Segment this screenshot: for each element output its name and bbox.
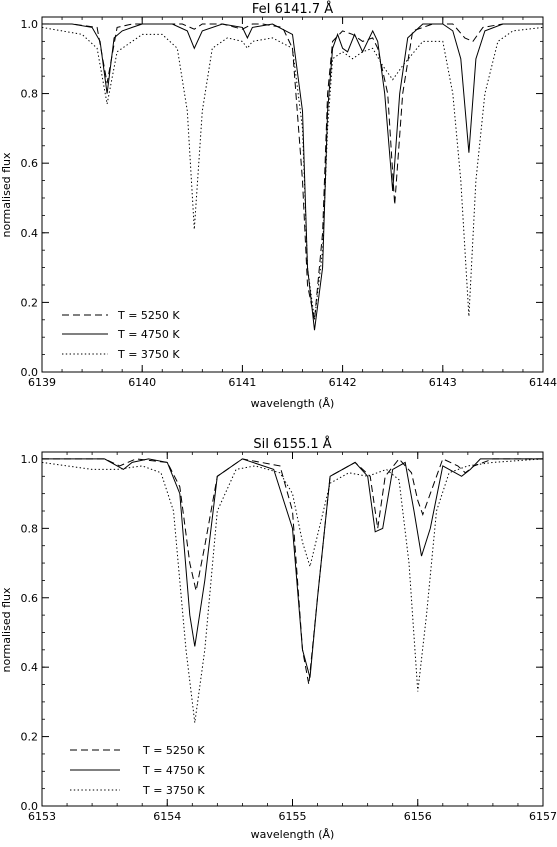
x-axis-label: wavelength (Å) <box>251 397 335 410</box>
x-tick-label: 6141 <box>228 376 256 389</box>
chart-panel-1: FeI 6141.7 Å 6139 6140 6141 6142 6143 6144 0.0 0… <box>0 1 557 410</box>
x-tick-label: 6140 <box>128 376 156 389</box>
y-tick-label: 0.2 <box>21 296 39 309</box>
legend-label: T = 3750 K <box>117 348 180 361</box>
legend-label: T = 4750 K <box>142 764 205 777</box>
x-tick-label: 6142 <box>329 376 357 389</box>
y-tick-label: 0.8 <box>21 522 39 535</box>
y-tick-label: 0.6 <box>21 592 39 605</box>
legend-label: T = 5250 K <box>117 309 180 322</box>
series-line-dashed <box>42 458 543 685</box>
plot-frame <box>41 451 544 807</box>
x-tick-label: 6153 <box>28 810 56 823</box>
series-line-dotted <box>42 458 543 723</box>
x-tick-label: 6143 <box>429 376 457 389</box>
x-tick-label: 6156 <box>404 810 432 823</box>
y-tick-label: 0.0 <box>21 366 39 379</box>
y-tick-label: 1.0 <box>21 453 39 466</box>
x-tick-label: 6139 <box>28 376 56 389</box>
y-tick-label: 0.4 <box>21 661 39 674</box>
series-line-solid <box>42 458 543 678</box>
y-tick-label: 0.0 <box>21 800 39 813</box>
y-tick-label: 1.0 <box>21 18 39 31</box>
x-tick-label: 6144 <box>529 376 557 389</box>
chart-title: FeI 6141.7 Å <box>252 1 333 17</box>
x-axis-label: wavelength (Å) <box>251 828 335 841</box>
y-tick-label: 0.6 <box>21 157 39 170</box>
y-axis-label: normalised flux <box>0 152 13 237</box>
series-line-dotted <box>42 26 543 320</box>
chart-title: SiI 6155.1 Å <box>253 436 331 452</box>
legend-label: T = 4750 K <box>117 328 180 341</box>
series-line-dashed <box>42 23 543 320</box>
y-axis-label: normalised flux <box>0 587 13 672</box>
x-tick-label: 6155 <box>279 810 307 823</box>
y-tick-label: 0.2 <box>21 731 39 744</box>
x-tick-label: 6154 <box>153 810 181 823</box>
legend-label: T = 5250 K <box>142 744 205 757</box>
y-tick-label: 0.8 <box>21 88 39 101</box>
plot-frame <box>41 16 544 373</box>
chart-panel-2: SiI 6155.1 Å 6153 6154 6155 6156 6157 0.0 0.2 0.… <box>0 436 557 841</box>
series-line-solid <box>42 23 543 331</box>
legend-label: T = 3750 K <box>142 784 205 797</box>
x-tick-label: 6157 <box>529 810 557 823</box>
y-tick-label: 0.4 <box>21 227 39 240</box>
